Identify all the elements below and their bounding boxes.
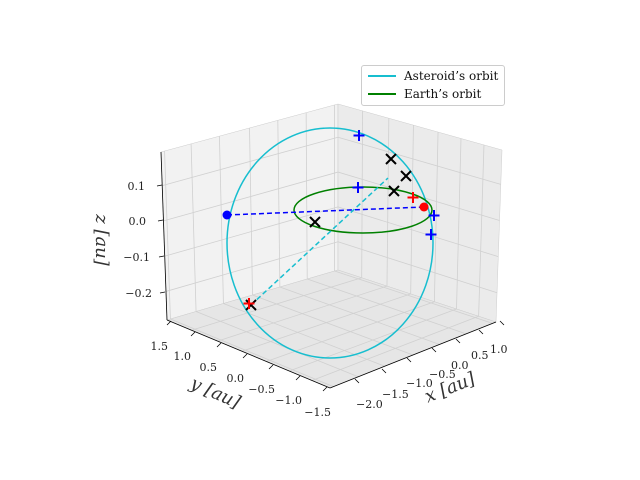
grid-line (195, 311, 359, 378)
connection-line-blue (226, 206, 425, 216)
x-axis-line (329, 321, 497, 389)
red-plus-markers (243, 192, 419, 309)
y-tick-mark (295, 375, 301, 381)
z-tick-label: −0.1 (123, 251, 150, 264)
x-tick-mark (478, 329, 484, 335)
z-tick-mark (156, 184, 163, 187)
x-tick-label: 0.0 (451, 359, 469, 372)
plus-marker (243, 298, 255, 309)
grid-line (241, 293, 411, 352)
y-tick-label: −1.0 (275, 394, 302, 407)
plus-marker (425, 229, 437, 240)
grid-line (289, 308, 457, 372)
legend-entry-earth: Earth’s orbit (368, 86, 481, 102)
x-tick-label: 0.5 (471, 349, 489, 362)
grid-line (311, 315, 479, 381)
x-tick-marks (354, 320, 505, 384)
x-marker (385, 153, 397, 165)
x-tick-label: −1.0 (406, 377, 433, 390)
plus-marker (353, 130, 365, 141)
z-axis-label: z [au] (91, 213, 112, 267)
y-tick-mark (216, 342, 222, 348)
z-tick-label: 0.0 (129, 215, 147, 228)
grid-line (386, 118, 390, 287)
grid-line (277, 120, 281, 288)
z-tick-label: 0.1 (128, 180, 146, 193)
blue-plus-markers (352, 130, 440, 240)
grid-line (279, 286, 440, 345)
grid-line (361, 110, 364, 278)
legend-entry-asteroid: Asteroid’s orbit (368, 68, 498, 84)
x-tick-mark (455, 338, 461, 344)
x-tick-mark (431, 347, 437, 353)
y-tick-mark (322, 386, 328, 392)
connection-line-cyan (250, 177, 389, 306)
asteroid-point-marker (222, 210, 232, 220)
x-tick-mark (499, 320, 505, 326)
y-tick-label: 0.5 (200, 361, 218, 374)
y-tick-label: −1.5 (304, 406, 331, 419)
y-tick-mark (166, 320, 172, 326)
grid-lines (162, 104, 501, 388)
legend-swatch-asteroid (368, 75, 396, 77)
grid-line (223, 303, 385, 367)
x-tick-mark (354, 378, 360, 384)
grid-line (252, 294, 414, 356)
y-tick-mark (268, 364, 274, 370)
x-marker (309, 216, 321, 228)
x-tick-label: −0.5 (429, 368, 456, 381)
y-tick-mark (242, 353, 248, 359)
grid-line (456, 138, 462, 310)
z-tick-marks (156, 184, 166, 294)
grid-line (191, 277, 362, 331)
grid-line (164, 151, 171, 320)
x-tick-label: −1.5 (382, 388, 409, 401)
grid-line (337, 136, 501, 185)
grid-line (337, 241, 498, 294)
plus-marker (407, 192, 419, 203)
y-axis-line (166, 319, 331, 389)
grid-line (219, 136, 224, 304)
x-marker (388, 185, 400, 197)
grid-line (170, 318, 334, 388)
x-marker (400, 170, 412, 182)
x-tick-mark (381, 368, 387, 374)
z-tick-mark (158, 255, 165, 258)
z-tick-mark (157, 219, 164, 222)
plus-marker (352, 182, 364, 193)
x-markers (245, 153, 412, 311)
legend-label-asteroid: Asteroid’s orbit (404, 69, 499, 83)
y-tick-label: −0.5 (248, 383, 275, 396)
grid-line (410, 125, 414, 294)
grid-line (217, 285, 388, 342)
grid-line (305, 112, 308, 280)
y-tick-marks (166, 320, 328, 392)
x-tick-label: −2.0 (356, 398, 383, 411)
grid-line (478, 144, 485, 317)
y-tick-mark (190, 331, 196, 337)
z-tick-label: −0.2 (125, 287, 152, 300)
x-marker (245, 299, 257, 311)
plus-marker (428, 210, 440, 221)
legend-swatch-earth (368, 93, 396, 95)
grid-line (307, 278, 467, 335)
z-axis-line (160, 151, 168, 321)
y-tick-label: 0.0 (227, 372, 245, 385)
y-tick-label: 1.0 (174, 350, 192, 363)
grid-line (337, 206, 499, 258)
grid-line (334, 270, 493, 324)
z-tick-mark (159, 291, 166, 294)
grid-line (190, 143, 197, 312)
grid-line (433, 132, 439, 302)
legend: Asteroid’s orbit Earth’s orbit (361, 65, 505, 106)
grid-line (249, 127, 253, 296)
legend-label-earth: Earth’s orbit (404, 87, 482, 101)
x-tick-label: 1.0 (490, 343, 508, 356)
x-tick-mark (406, 357, 412, 363)
earth-point-marker (419, 202, 429, 212)
y-tick-label: 1.5 (151, 340, 169, 353)
asteroid-orbit (226, 127, 434, 359)
